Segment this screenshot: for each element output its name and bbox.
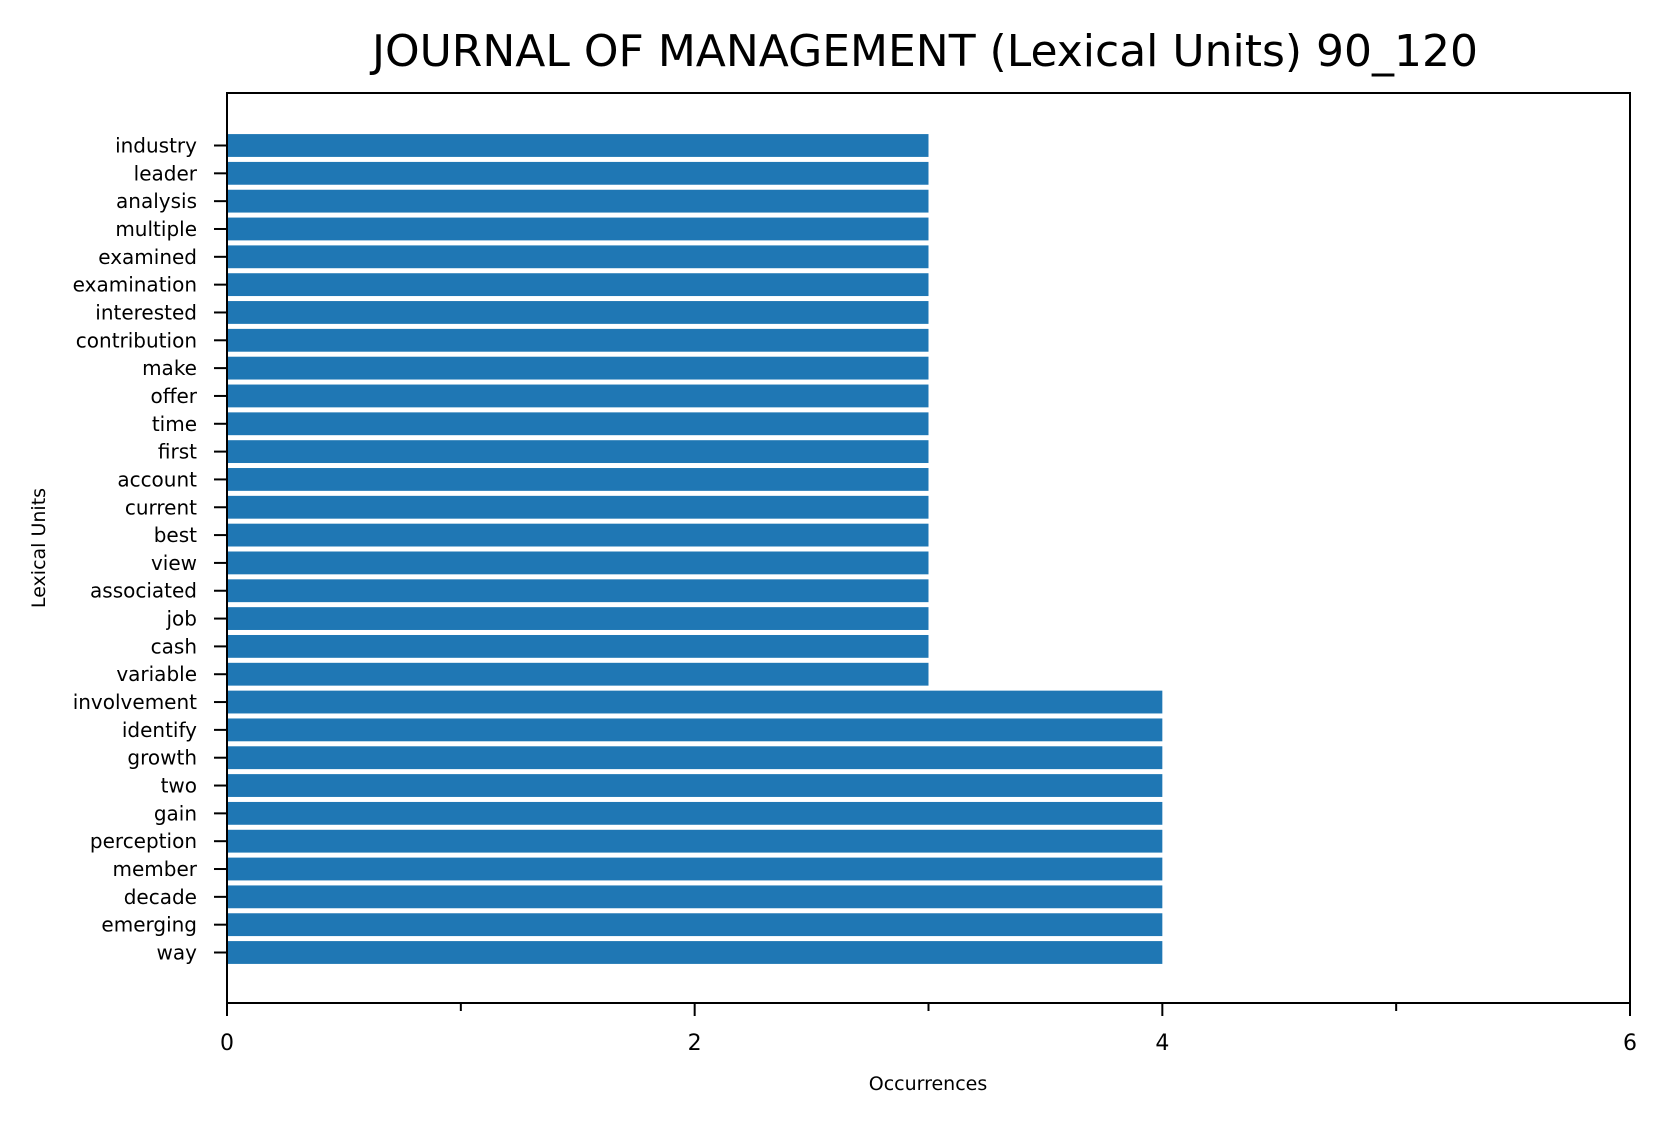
y-tick-label: growth bbox=[127, 746, 197, 770]
bar bbox=[227, 857, 1163, 881]
bar bbox=[227, 523, 929, 547]
bar bbox=[227, 412, 929, 436]
bar bbox=[227, 941, 1163, 964]
bar bbox=[227, 245, 929, 269]
bar bbox=[227, 384, 929, 408]
y-tick-label: cash bbox=[151, 634, 197, 658]
y-tick-label: account bbox=[117, 467, 197, 491]
bar bbox=[227, 134, 929, 157]
y-tick-label: multiple bbox=[115, 217, 197, 241]
bar bbox=[227, 690, 1163, 714]
bar bbox=[227, 607, 929, 630]
y-tick-label: view bbox=[151, 551, 197, 575]
y-tick-label: two bbox=[161, 774, 197, 798]
y-tick-label: analysis bbox=[116, 189, 197, 213]
y-tick-label: gain bbox=[154, 801, 197, 825]
bar bbox=[227, 495, 929, 519]
x-tick-label: 0 bbox=[220, 1031, 234, 1056]
y-tick-label: member bbox=[113, 857, 198, 881]
bar bbox=[227, 634, 929, 658]
bar bbox=[227, 913, 1163, 937]
bar bbox=[227, 273, 929, 297]
bar bbox=[227, 829, 1163, 853]
y-tick-label: variable bbox=[116, 662, 197, 686]
bar bbox=[227, 161, 929, 185]
y-tick-label: examined bbox=[98, 245, 197, 269]
y-tick-label: interested bbox=[95, 300, 197, 324]
x-tick-label: 4 bbox=[1155, 1031, 1169, 1056]
y-tick-label: industry bbox=[115, 134, 197, 158]
bar bbox=[227, 801, 1163, 825]
y-tick-label: make bbox=[142, 356, 197, 380]
chart-title: JOURNAL OF MANAGEMENT (Lexical Units) 90… bbox=[369, 26, 1478, 77]
y-axis: industry leader analysis multiple examined ex… bbox=[73, 134, 227, 965]
x-tick-label: 2 bbox=[688, 1031, 702, 1056]
y-tick-label: contribution bbox=[76, 328, 197, 352]
y-tick-label: examination bbox=[73, 273, 197, 297]
y-tick-label: leader bbox=[134, 161, 198, 185]
bar bbox=[227, 718, 1163, 742]
y-tick-label: best bbox=[154, 523, 197, 547]
bar bbox=[227, 328, 929, 352]
x-axis: 0 2 4 6 bbox=[220, 1003, 1637, 1056]
bar bbox=[227, 356, 929, 380]
bar bbox=[227, 440, 929, 464]
y-tick-label: job bbox=[166, 607, 198, 631]
y-axis-label: Lexical Units bbox=[28, 488, 50, 608]
bars-layer bbox=[227, 134, 1163, 964]
y-tick-label: way bbox=[157, 941, 198, 965]
bar bbox=[227, 301, 929, 324]
bar bbox=[227, 189, 929, 213]
y-tick-label: current bbox=[125, 495, 197, 519]
bar bbox=[227, 746, 1163, 770]
bar bbox=[227, 468, 929, 491]
bar bbox=[227, 217, 929, 241]
bar bbox=[227, 551, 929, 575]
y-tick-label: decade bbox=[124, 885, 197, 909]
y-tick-label: emerging bbox=[101, 913, 197, 937]
y-tick-label: associated bbox=[90, 579, 197, 603]
bar bbox=[227, 885, 1163, 909]
y-tick-label: time bbox=[152, 412, 197, 436]
y-tick-label: perception bbox=[90, 829, 197, 853]
x-tick-label: 6 bbox=[1623, 1031, 1637, 1056]
y-tick-label: offer bbox=[150, 384, 197, 408]
bar bbox=[227, 774, 1163, 797]
y-tick-label: first bbox=[158, 440, 197, 464]
x-axis-label: Occurrences bbox=[869, 1073, 988, 1095]
bar bbox=[227, 579, 929, 603]
y-tick-label: identify bbox=[122, 718, 197, 742]
bar bbox=[227, 662, 929, 686]
y-tick-label: involvement bbox=[73, 690, 197, 714]
